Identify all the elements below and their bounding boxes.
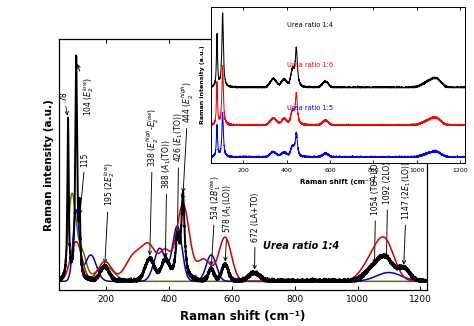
Text: Urea ratio 1:4: Urea ratio 1:4 [264, 241, 339, 251]
Text: 388 ($A_1$(TO)): 388 ($A_1$(TO)) [161, 139, 173, 257]
Text: 444 ($E_2^{high}$): 444 ($E_2^{high}$) [180, 81, 196, 192]
Text: 578 ($A_1$(LO)): 578 ($A_1$(LO)) [222, 184, 234, 260]
Text: 1054 (TO+LO): 1054 (TO+LO) [371, 161, 380, 263]
Text: 672 (LA+TO): 672 (LA+TO) [251, 192, 260, 269]
X-axis label: Raman shift (cm⁻¹): Raman shift (cm⁻¹) [180, 310, 306, 322]
X-axis label: Raman shift (cm⁻¹): Raman shift (cm⁻¹) [300, 178, 375, 185]
Text: 1092 (2LO): 1092 (2LO) [383, 162, 392, 259]
Y-axis label: Raman intensity (a.u.): Raman intensity (a.u.) [44, 99, 54, 230]
Text: 115: 115 [79, 153, 90, 214]
Text: 195 ($2E_2^{low}$): 195 ($2E_2^{low}$) [101, 162, 117, 262]
Text: 534 ($2B_1^{low}$): 534 ($2B_1^{low}$) [208, 175, 223, 265]
Y-axis label: Raman intensity (a.u.): Raman intensity (a.u.) [201, 45, 205, 124]
Text: Urea ratio 1:4: Urea ratio 1:4 [287, 22, 333, 28]
Text: Urea ratio 1:6: Urea ratio 1:6 [287, 62, 333, 67]
Text: 78: 78 [59, 91, 68, 115]
Text: 426 ($E_1$(TO)): 426 ($E_1$(TO)) [173, 113, 185, 237]
Text: 1147 ($2E_1$(LO)): 1147 ($2E_1$(LO)) [401, 161, 413, 264]
Text: 104 ($E_2^{low}$): 104 ($E_2^{low}$) [77, 65, 96, 116]
Text: Urea ratio 1:5: Urea ratio 1:5 [287, 105, 333, 111]
Text: 338 ($E_2^{high}$-$E_2^{low}$): 338 ($E_2^{high}$-$E_2^{low}$) [145, 108, 161, 254]
